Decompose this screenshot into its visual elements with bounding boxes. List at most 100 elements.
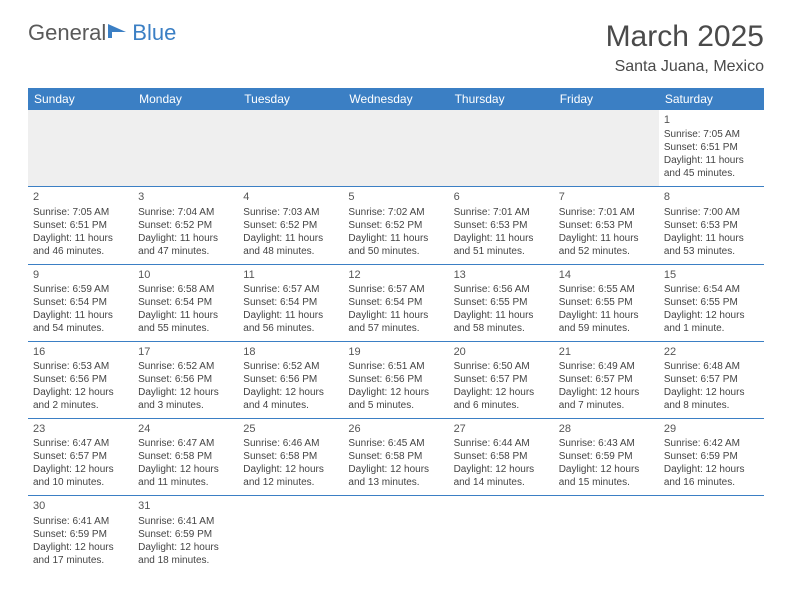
day-number: 27 [454,422,549,436]
daylight-text: Daylight: 12 hours and 5 minutes. [348,386,443,412]
sunset-text: Sunset: 6:51 PM [664,141,759,154]
sunrise-text: Sunrise: 7:00 AM [664,206,759,219]
calendar-cell: 17Sunrise: 6:52 AMSunset: 6:56 PMDayligh… [133,341,238,418]
calendar-cell [554,110,659,187]
sunrise-text: Sunrise: 6:47 AM [33,437,128,450]
calendar-cell: 18Sunrise: 6:52 AMSunset: 6:56 PMDayligh… [238,341,343,418]
daylight-text: Daylight: 12 hours and 2 minutes. [33,386,128,412]
calendar-cell: 27Sunrise: 6:44 AMSunset: 6:58 PMDayligh… [449,419,554,496]
sunrise-text: Sunrise: 6:42 AM [664,437,759,450]
day-header: Sunday [28,88,133,110]
calendar-cell: 22Sunrise: 6:48 AMSunset: 6:57 PMDayligh… [659,341,764,418]
daylight-text: Daylight: 12 hours and 1 minute. [664,309,759,335]
logo: General Blue [28,20,176,46]
sunset-text: Sunset: 6:54 PM [348,296,443,309]
calendar-cell [343,110,448,187]
daylight-text: Daylight: 12 hours and 11 minutes. [138,463,233,489]
calendar-cell [238,110,343,187]
logo-flag-icon [108,22,130,40]
calendar-cell [133,110,238,187]
calendar-cell: 14Sunrise: 6:55 AMSunset: 6:55 PMDayligh… [554,264,659,341]
day-header: Monday [133,88,238,110]
day-number: 30 [33,499,128,513]
calendar-week: 2Sunrise: 7:05 AMSunset: 6:51 PMDaylight… [28,187,764,264]
calendar-week: 16Sunrise: 6:53 AMSunset: 6:56 PMDayligh… [28,341,764,418]
day-number: 28 [559,422,654,436]
calendar-cell: 10Sunrise: 6:58 AMSunset: 6:54 PMDayligh… [133,264,238,341]
logo-text-general: General [28,20,106,46]
sunset-text: Sunset: 6:54 PM [138,296,233,309]
daylight-text: Daylight: 12 hours and 8 minutes. [664,386,759,412]
calendar-cell: 23Sunrise: 6:47 AMSunset: 6:57 PMDayligh… [28,419,133,496]
daylight-text: Daylight: 11 hours and 53 minutes. [664,232,759,258]
calendar-cell: 4Sunrise: 7:03 AMSunset: 6:52 PMDaylight… [238,187,343,264]
daylight-text: Daylight: 11 hours and 57 minutes. [348,309,443,335]
sunrise-text: Sunrise: 6:57 AM [348,283,443,296]
daylight-text: Daylight: 12 hours and 18 minutes. [138,541,233,567]
calendar-cell: 15Sunrise: 6:54 AMSunset: 6:55 PMDayligh… [659,264,764,341]
calendar-cell: 12Sunrise: 6:57 AMSunset: 6:54 PMDayligh… [343,264,448,341]
day-header: Saturday [659,88,764,110]
day-number: 1 [664,113,759,127]
daylight-text: Daylight: 12 hours and 15 minutes. [559,463,654,489]
daylight-text: Daylight: 11 hours and 52 minutes. [559,232,654,258]
header-right: March 2025 Santa Juana, Mexico [606,20,764,76]
day-number: 3 [138,190,233,204]
sunset-text: Sunset: 6:52 PM [348,219,443,232]
day-number: 13 [454,268,549,282]
calendar-cell: 16Sunrise: 6:53 AMSunset: 6:56 PMDayligh… [28,341,133,418]
calendar-cell: 6Sunrise: 7:01 AMSunset: 6:53 PMDaylight… [449,187,554,264]
daylight-text: Daylight: 11 hours and 45 minutes. [664,154,759,180]
sunset-text: Sunset: 6:56 PM [33,373,128,386]
day-number: 2 [33,190,128,204]
daylight-text: Daylight: 12 hours and 10 minutes. [33,463,128,489]
sunrise-text: Sunrise: 6:41 AM [138,515,233,528]
calendar-week: 30Sunrise: 6:41 AMSunset: 6:59 PMDayligh… [28,496,764,573]
day-number: 16 [33,345,128,359]
calendar-cell: 20Sunrise: 6:50 AMSunset: 6:57 PMDayligh… [449,341,554,418]
day-number: 10 [138,268,233,282]
logo-text-blue: Blue [132,20,176,46]
calendar-cell: 11Sunrise: 6:57 AMSunset: 6:54 PMDayligh… [238,264,343,341]
sunset-text: Sunset: 6:53 PM [559,219,654,232]
day-number: 17 [138,345,233,359]
calendar-cell: 25Sunrise: 6:46 AMSunset: 6:58 PMDayligh… [238,419,343,496]
day-number: 29 [664,422,759,436]
sunrise-text: Sunrise: 6:54 AM [664,283,759,296]
sunset-text: Sunset: 6:57 PM [559,373,654,386]
sunset-text: Sunset: 6:58 PM [454,450,549,463]
day-number: 12 [348,268,443,282]
calendar-cell: 9Sunrise: 6:59 AMSunset: 6:54 PMDaylight… [28,264,133,341]
day-number: 15 [664,268,759,282]
sunset-text: Sunset: 6:53 PM [664,219,759,232]
sunrise-text: Sunrise: 6:53 AM [33,360,128,373]
sunset-text: Sunset: 6:55 PM [664,296,759,309]
sunrise-text: Sunrise: 6:41 AM [33,515,128,528]
calendar-cell [449,496,554,573]
sunrise-text: Sunrise: 6:57 AM [243,283,338,296]
sunset-text: Sunset: 6:56 PM [348,373,443,386]
sunset-text: Sunset: 6:58 PM [138,450,233,463]
sunset-text: Sunset: 6:59 PM [138,528,233,541]
day-number: 31 [138,499,233,513]
calendar-cell: 3Sunrise: 7:04 AMSunset: 6:52 PMDaylight… [133,187,238,264]
day-number: 24 [138,422,233,436]
sunset-text: Sunset: 6:56 PM [138,373,233,386]
sunset-text: Sunset: 6:56 PM [243,373,338,386]
sunset-text: Sunset: 6:58 PM [243,450,338,463]
calendar-body: 1Sunrise: 7:05 AMSunset: 6:51 PMDaylight… [28,110,764,573]
calendar-cell: 30Sunrise: 6:41 AMSunset: 6:59 PMDayligh… [28,496,133,573]
sunrise-text: Sunrise: 7:03 AM [243,206,338,219]
sunset-text: Sunset: 6:59 PM [559,450,654,463]
sunrise-text: Sunrise: 6:45 AM [348,437,443,450]
calendar-week: 1Sunrise: 7:05 AMSunset: 6:51 PMDaylight… [28,110,764,187]
daylight-text: Daylight: 11 hours and 54 minutes. [33,309,128,335]
day-number: 6 [454,190,549,204]
day-number: 18 [243,345,338,359]
daylight-text: Daylight: 11 hours and 50 minutes. [348,232,443,258]
sunrise-text: Sunrise: 6:48 AM [664,360,759,373]
day-number: 9 [33,268,128,282]
sunrise-text: Sunrise: 6:49 AM [559,360,654,373]
month-title: March 2025 [606,20,764,54]
sunset-text: Sunset: 6:59 PM [33,528,128,541]
